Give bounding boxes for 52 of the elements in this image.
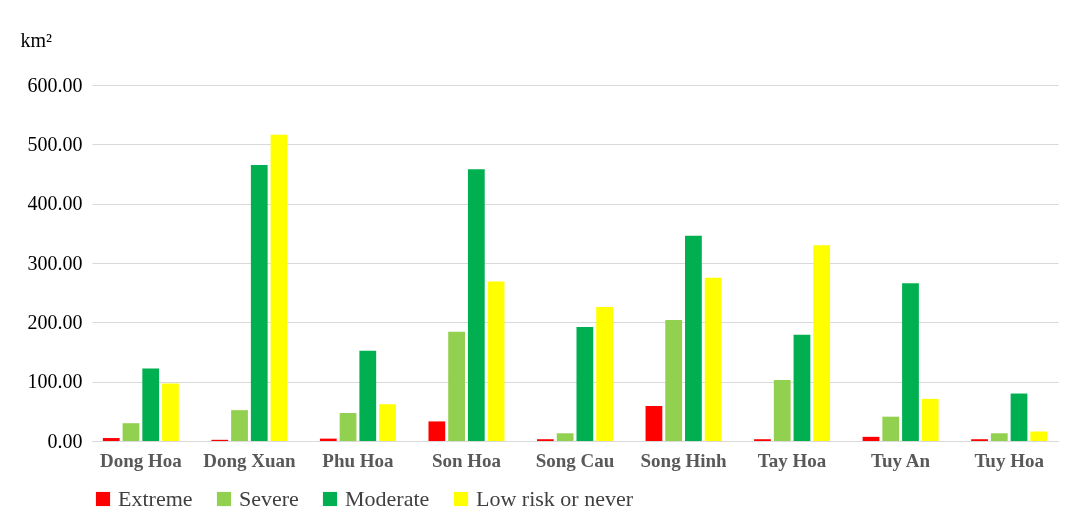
bar bbox=[576, 327, 594, 441]
bar bbox=[359, 350, 377, 441]
bar bbox=[1030, 431, 1048, 441]
bar bbox=[813, 245, 831, 441]
legend-label: Moderate bbox=[345, 486, 430, 511]
bar bbox=[122, 423, 140, 441]
x-tick-label: Tuy An bbox=[871, 449, 931, 471]
legend-label: Low risk or never bbox=[476, 486, 634, 511]
legend-label: Extreme bbox=[118, 486, 193, 511]
bar bbox=[102, 438, 120, 441]
x-tick-label: Dong Xuan bbox=[203, 449, 297, 471]
bar bbox=[556, 433, 574, 441]
bar bbox=[231, 410, 248, 441]
x-tick-label: Tay Hoa bbox=[757, 449, 827, 471]
y-tick-label: 100.00 bbox=[27, 370, 83, 393]
x-tick-label: Song Cau bbox=[535, 449, 615, 471]
bar bbox=[448, 331, 465, 441]
bar bbox=[162, 383, 179, 441]
y-tick-label: 500.00 bbox=[27, 132, 83, 155]
bar bbox=[467, 169, 485, 441]
bar bbox=[665, 319, 683, 441]
y-tick-label: 400.00 bbox=[27, 192, 83, 215]
bar bbox=[704, 277, 722, 441]
bar bbox=[773, 379, 791, 441]
bar bbox=[428, 421, 446, 441]
bar bbox=[990, 433, 1008, 441]
bar bbox=[862, 436, 880, 441]
bar bbox=[250, 165, 268, 441]
x-tick-label: Dong Hoa bbox=[99, 449, 183, 471]
y-tick-label: 300.00 bbox=[27, 251, 83, 274]
bar bbox=[487, 281, 505, 441]
y-tick-label: 600.00 bbox=[27, 73, 83, 96]
bar bbox=[882, 416, 900, 441]
x-tick-label: Song Hinh bbox=[640, 449, 728, 471]
legend-label: Severe bbox=[239, 486, 299, 511]
bar bbox=[645, 405, 663, 441]
y-tick-label: 200.00 bbox=[27, 310, 83, 333]
x-tick-label: Tuy Hoa bbox=[974, 449, 1045, 471]
x-tick-label: Phu Hoa bbox=[322, 449, 395, 471]
bar bbox=[270, 134, 288, 441]
bar bbox=[596, 306, 613, 441]
bar bbox=[1010, 393, 1028, 441]
x-tick-label: Son Hoa bbox=[431, 449, 502, 471]
bar bbox=[902, 283, 919, 441]
y-axis-title: km² bbox=[20, 28, 53, 51]
bar bbox=[793, 334, 811, 441]
bar bbox=[339, 413, 357, 441]
bar bbox=[921, 398, 939, 441]
y-tick-label: 0.00 bbox=[47, 429, 83, 452]
bar bbox=[142, 368, 160, 441]
bar bbox=[379, 404, 396, 441]
bar bbox=[685, 235, 702, 441]
